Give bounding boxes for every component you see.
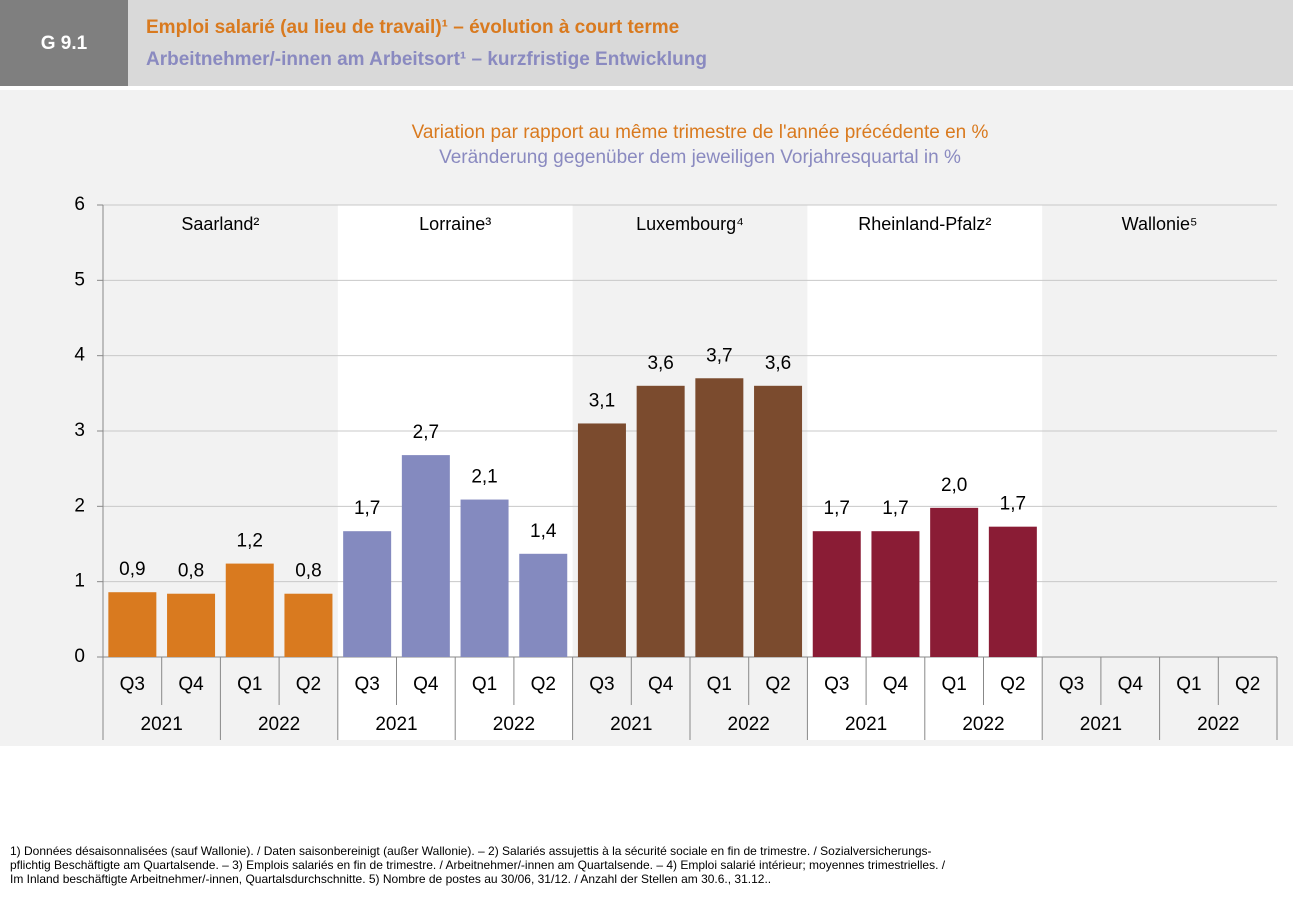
x-tick-label: Q3 bbox=[120, 674, 145, 695]
bar bbox=[930, 507, 979, 657]
x-tick-label: Q2 bbox=[1235, 674, 1260, 695]
subtitle-fr: Variation par rapport au même trimestre … bbox=[412, 122, 989, 143]
title-fr: Emploi salarié (au lieu de travail)¹ – é… bbox=[146, 17, 679, 38]
year-label: 2021 bbox=[845, 714, 887, 735]
value-label: 0,8 bbox=[178, 561, 204, 582]
subtitle-de: Veränderung gegenüber dem jeweiligen Vor… bbox=[439, 147, 961, 168]
bar bbox=[460, 499, 509, 657]
bar bbox=[284, 593, 333, 657]
year-label: 2021 bbox=[610, 714, 652, 735]
value-label: 0,9 bbox=[119, 559, 145, 580]
year-label: 2022 bbox=[728, 714, 770, 735]
x-tick-label: Q4 bbox=[178, 674, 204, 695]
value-label: 3,7 bbox=[706, 345, 732, 366]
value-label: 2,1 bbox=[471, 467, 497, 488]
region-label: Saarland² bbox=[181, 214, 259, 234]
region-label: Lorraine³ bbox=[419, 214, 491, 234]
region-label: Luxembourg⁴ bbox=[636, 214, 744, 234]
bar bbox=[812, 531, 861, 657]
bar bbox=[636, 385, 685, 657]
x-tick-label: Q1 bbox=[707, 674, 732, 695]
region-label: Wallonie⁵ bbox=[1122, 214, 1198, 234]
bar bbox=[577, 423, 626, 657]
x-tick-label: Q3 bbox=[824, 674, 849, 695]
value-label: 1,7 bbox=[354, 498, 380, 519]
x-tick-label: Q1 bbox=[1176, 674, 1201, 695]
value-label: 3,1 bbox=[589, 390, 615, 411]
header-band bbox=[0, 0, 1293, 86]
x-tick-label: Q1 bbox=[472, 674, 497, 695]
value-label: 1,2 bbox=[237, 531, 263, 552]
footnote: 1) Données désaisonnalisées (sauf Wallon… bbox=[10, 844, 932, 858]
y-tick-label: 6 bbox=[74, 194, 85, 215]
footnote: pflichtig Beschäftigte am Quartalsende. … bbox=[10, 858, 946, 872]
value-label: 2,7 bbox=[413, 422, 439, 443]
x-tick-label: Q4 bbox=[883, 674, 909, 695]
value-label: 3,6 bbox=[647, 353, 673, 374]
y-tick-label: 3 bbox=[74, 420, 85, 441]
value-label: 1,7 bbox=[824, 498, 850, 519]
x-tick-label: Q4 bbox=[648, 674, 674, 695]
x-tick-label: Q3 bbox=[354, 674, 379, 695]
bar bbox=[871, 531, 920, 657]
value-label: 2,0 bbox=[941, 475, 967, 496]
bar bbox=[754, 385, 803, 657]
bar bbox=[401, 455, 450, 657]
value-label: 3,6 bbox=[765, 353, 791, 374]
code-box bbox=[0, 0, 128, 86]
x-tick-label: Q1 bbox=[237, 674, 262, 695]
x-tick-label: Q2 bbox=[765, 674, 790, 695]
x-tick-label: Q3 bbox=[589, 674, 614, 695]
y-tick-label: 2 bbox=[74, 495, 85, 516]
y-tick-label: 1 bbox=[74, 571, 85, 592]
year-label: 2022 bbox=[493, 714, 535, 735]
year-label: 2022 bbox=[962, 714, 1004, 735]
footnote: Im Inland beschäftigte Arbeitnehmer/-inn… bbox=[10, 872, 771, 886]
x-tick-label: Q2 bbox=[1000, 674, 1025, 695]
x-tick-label: Q4 bbox=[413, 674, 439, 695]
year-label: 2022 bbox=[258, 714, 300, 735]
region-label: Rheinland-Pfalz² bbox=[858, 214, 991, 234]
y-tick-label: 0 bbox=[74, 646, 85, 667]
x-tick-label: Q4 bbox=[1118, 674, 1144, 695]
bar bbox=[988, 526, 1037, 657]
year-label: 2021 bbox=[1080, 714, 1122, 735]
x-tick-label: Q2 bbox=[531, 674, 556, 695]
bar bbox=[519, 553, 568, 657]
bar bbox=[108, 592, 157, 657]
year-label: 2022 bbox=[1197, 714, 1239, 735]
year-label: 2021 bbox=[375, 714, 417, 735]
y-tick-label: 4 bbox=[74, 345, 85, 366]
value-label: 1,7 bbox=[882, 498, 908, 519]
year-label: 2021 bbox=[141, 714, 183, 735]
x-tick-label: Q2 bbox=[296, 674, 321, 695]
bar bbox=[343, 531, 392, 657]
x-tick-label: Q1 bbox=[941, 674, 966, 695]
bar bbox=[695, 378, 744, 657]
x-tick-label: Q3 bbox=[1059, 674, 1084, 695]
value-label: 1,4 bbox=[530, 521, 557, 542]
value-label: 1,7 bbox=[1000, 494, 1026, 515]
y-tick-label: 5 bbox=[74, 269, 85, 290]
bar bbox=[167, 593, 216, 657]
bar bbox=[225, 563, 274, 657]
chart-code: G 9.1 bbox=[41, 33, 88, 54]
title-de: Arbeitnehmer/-innen am Arbeitsort¹ – kur… bbox=[146, 49, 707, 70]
value-label: 0,8 bbox=[295, 561, 321, 582]
